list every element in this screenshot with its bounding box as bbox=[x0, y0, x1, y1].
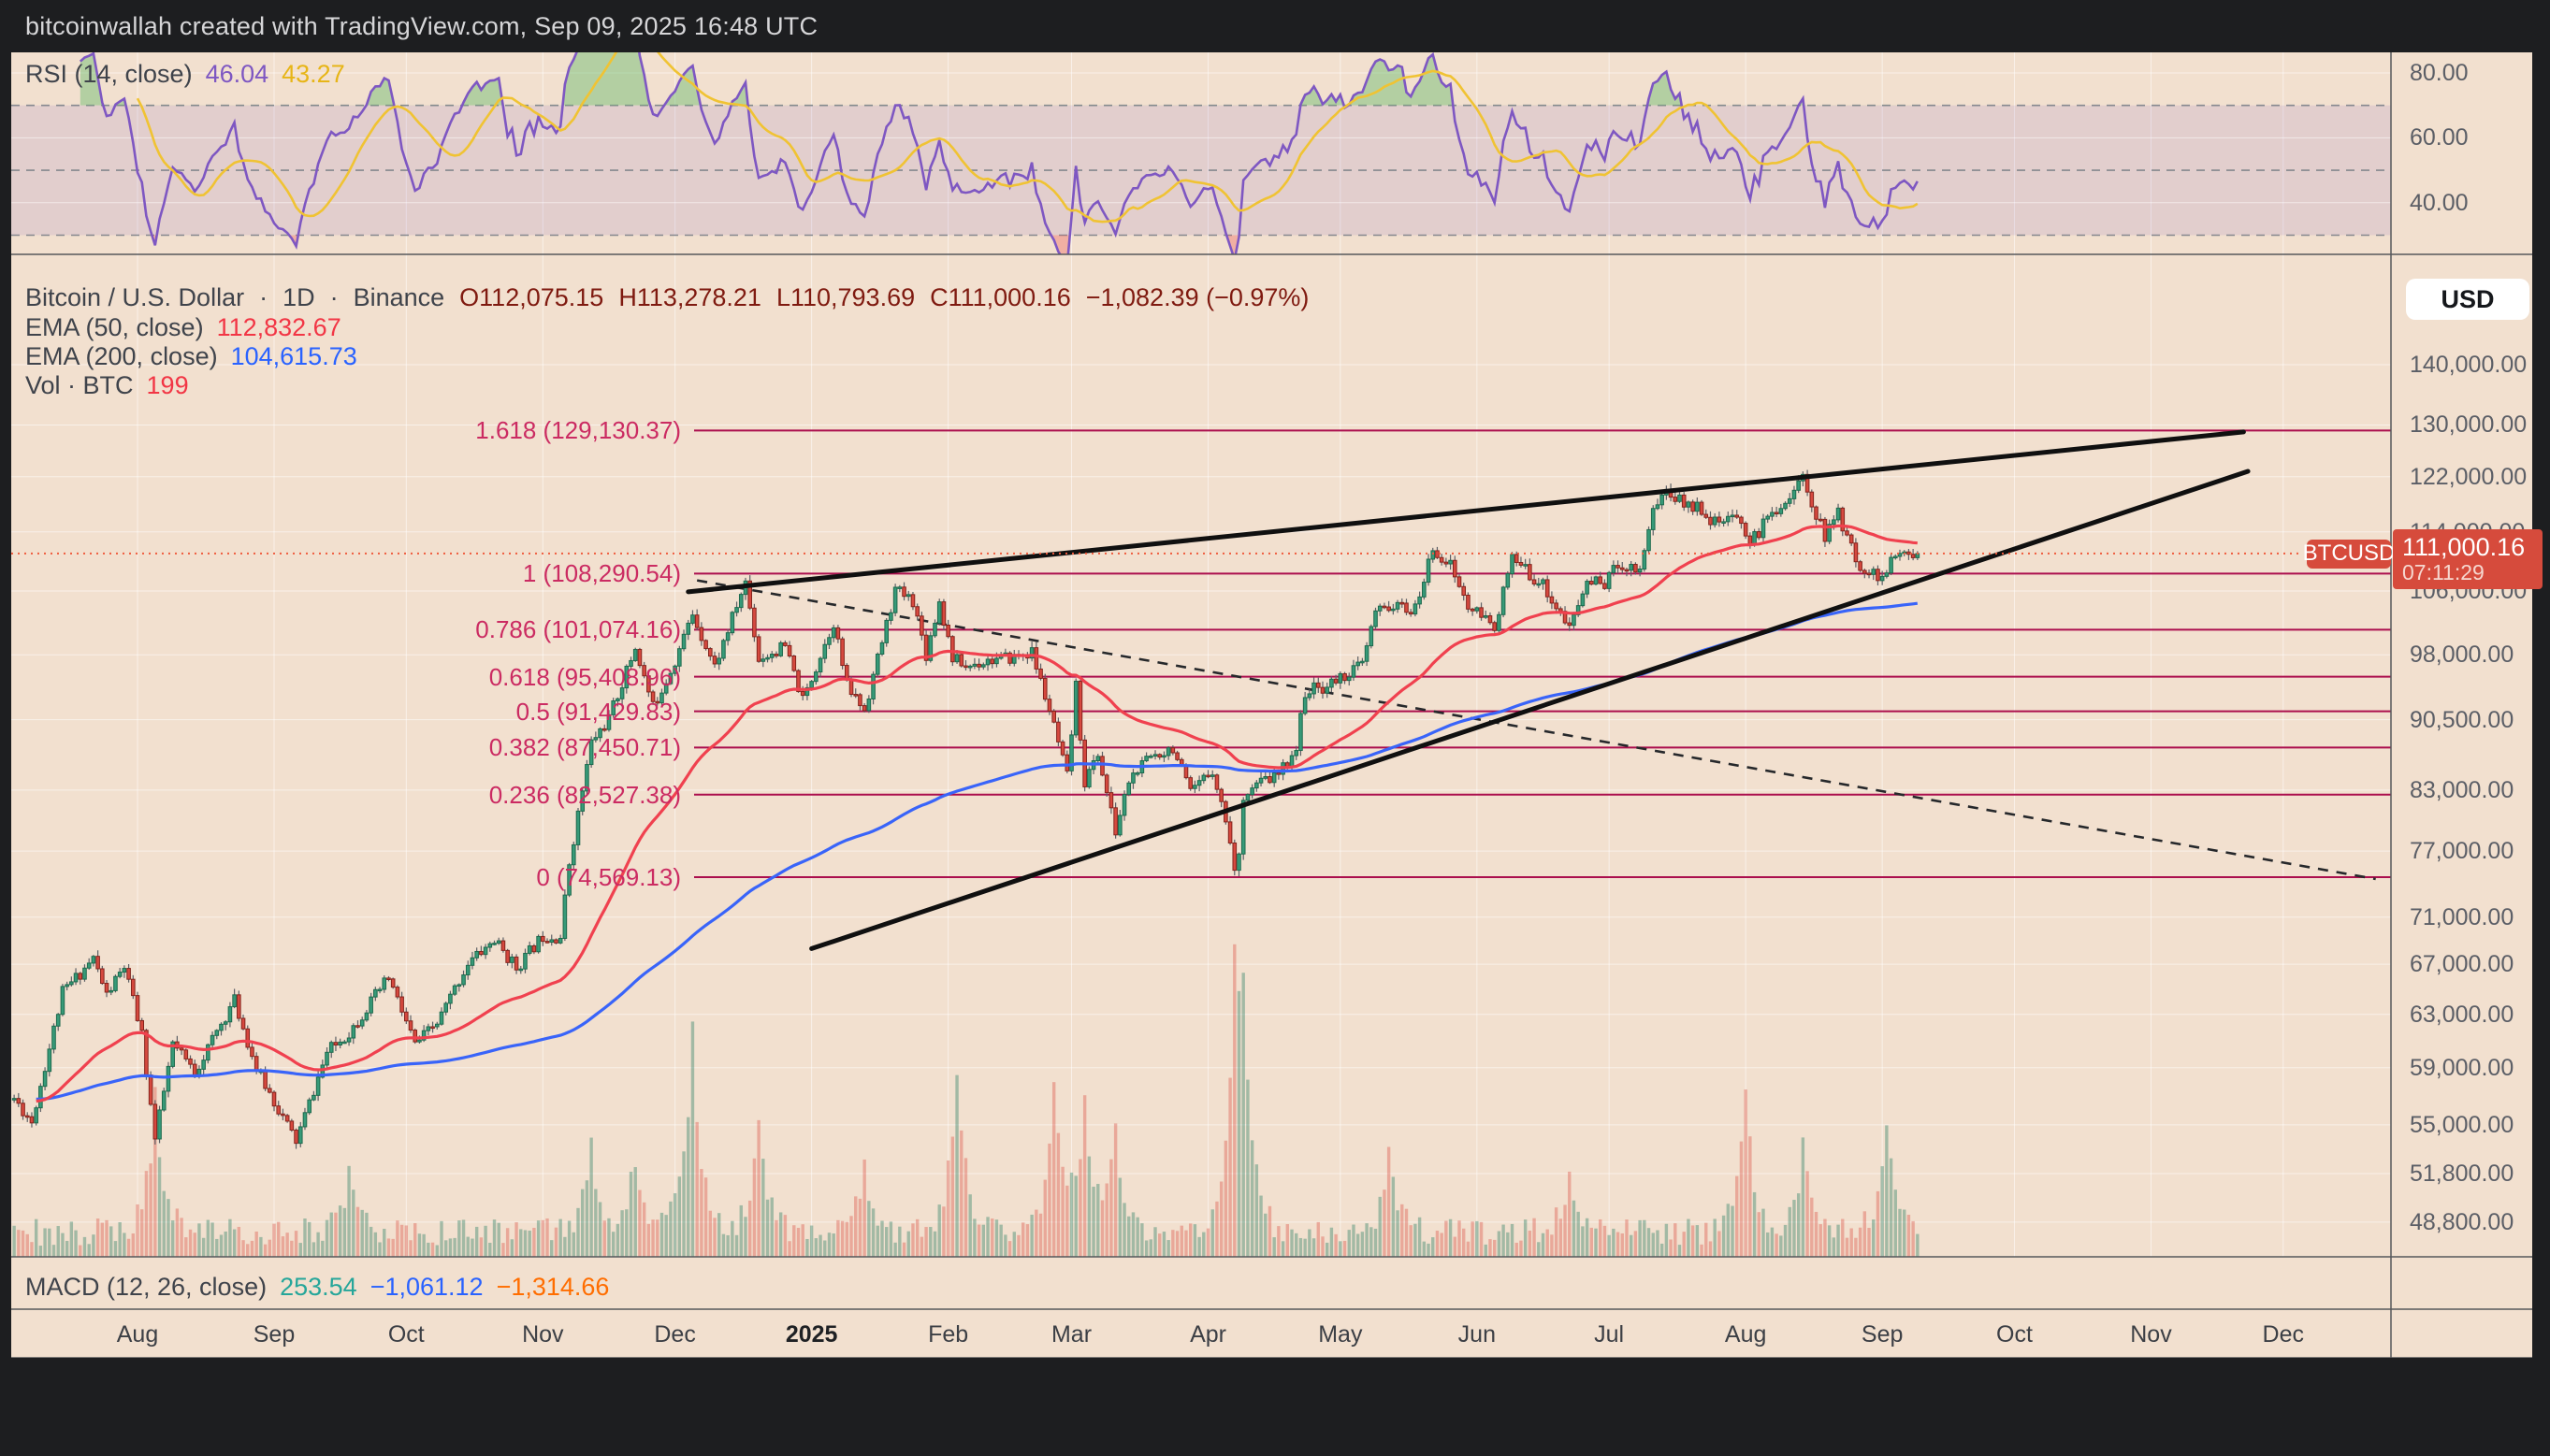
time-tick-label: May bbox=[1318, 1321, 1363, 1348]
last-price-label[interactable]: 111,000.16 07:11:29 bbox=[2393, 528, 2543, 589]
attribution-text: bitcoinwallah created with TradingView.c… bbox=[25, 11, 819, 40]
ticker-price-flag[interactable]: BTCUSD bbox=[2303, 539, 2395, 569]
ema50-value: 112,832.67 bbox=[216, 313, 341, 341]
symbol-interval: 1D bbox=[283, 283, 315, 311]
symbol-name: Bitcoin / U.S. Dollar bbox=[25, 283, 245, 311]
macd-label: MACD (12, 26, close) bbox=[25, 1272, 268, 1301]
ema50-legend[interactable]: EMA (50, close) 112,832.67 bbox=[25, 313, 341, 342]
volume-label: Vol · BTC bbox=[25, 371, 134, 399]
symbol-exchange: Binance bbox=[353, 283, 445, 311]
time-tick-label: Sep bbox=[253, 1321, 296, 1348]
symbol-sep1: · bbox=[259, 283, 268, 311]
time-tick-label: Dec bbox=[2262, 1321, 2304, 1348]
time-tick-label: Oct bbox=[1996, 1321, 2033, 1348]
price-tick-label: 122,000.00 bbox=[2410, 463, 2528, 490]
time-tick-label: Jun bbox=[1457, 1321, 1496, 1348]
rsi-tick-label: 80.00 bbox=[2410, 60, 2469, 86]
macd-hist-value: −1,314.66 bbox=[496, 1272, 610, 1301]
fib-level-label: 1.618 (129,130.37) bbox=[475, 416, 681, 445]
ticker-label: BTCUSD bbox=[2302, 541, 2396, 567]
price-tick-label: 59,000.00 bbox=[2410, 1054, 2514, 1081]
price-tick-label: 63,000.00 bbox=[2410, 1001, 2514, 1028]
symbol-sep2: · bbox=[329, 283, 339, 311]
time-tick-label: Dec bbox=[654, 1321, 696, 1348]
time-tick-label: Aug bbox=[116, 1321, 159, 1348]
ema200-value: 104,615.73 bbox=[230, 342, 357, 370]
ohlc-open: O112,075.15 bbox=[459, 283, 604, 311]
ohlc-high: H113,278.21 bbox=[618, 283, 761, 311]
ohlc-close: C111,000.16 bbox=[930, 283, 1071, 311]
macd-signal-value: −1,061.12 bbox=[369, 1272, 484, 1301]
price-tick-label: 48,800.00 bbox=[2410, 1208, 2514, 1235]
price-tick-label: 98,000.00 bbox=[2410, 642, 2514, 669]
symbol-legend[interactable]: Bitcoin / U.S. Dollar · 1D · Binance O11… bbox=[25, 283, 1311, 312]
price-tick-label: 67,000.00 bbox=[2410, 951, 2514, 978]
footer-bar: TradingView bbox=[0, 1358, 2550, 1456]
volume-value: 199 bbox=[146, 371, 189, 399]
fib-level-label: 0.236 (82,527.38) bbox=[488, 780, 681, 809]
price-tick-label: 51,800.00 bbox=[2410, 1160, 2514, 1187]
ohlc-low: L110,793.69 bbox=[775, 283, 916, 311]
rsi-tick-label: 40.00 bbox=[2410, 189, 2469, 216]
rsi-value: 46.04 bbox=[205, 60, 269, 88]
time-tick-label: Jul bbox=[1594, 1321, 1625, 1348]
currency-label: USD bbox=[2441, 284, 2495, 313]
price-tick-label: 90,500.00 bbox=[2410, 706, 2514, 733]
fib-level-label: 0.786 (101,074.16) bbox=[475, 615, 681, 644]
volume-legend[interactable]: Vol · BTC 199 bbox=[25, 371, 189, 400]
ema50-label: EMA (50, close) bbox=[25, 313, 204, 341]
fib-level-label: 0.618 (95,408.96) bbox=[488, 662, 681, 691]
time-tick-label: Sep bbox=[1861, 1321, 1904, 1348]
ema200-label: EMA (200, close) bbox=[25, 342, 218, 370]
time-tick-label: Nov bbox=[2130, 1321, 2172, 1348]
rsi-legend[interactable]: RSI (14, close) 46.04 43.27 bbox=[25, 60, 345, 89]
price-tick-label: 71,000.00 bbox=[2410, 903, 2514, 930]
price-tick-label: 83,000.00 bbox=[2410, 776, 2514, 803]
rsi-tick-label: 60.00 bbox=[2410, 124, 2469, 151]
time-tick-label: 2025 bbox=[785, 1321, 838, 1348]
price-tick-label: 55,000.00 bbox=[2410, 1111, 2514, 1138]
price-tick-label: 130,000.00 bbox=[2410, 411, 2528, 439]
ema200-legend[interactable]: EMA (200, close) 104,615.73 bbox=[25, 342, 357, 371]
macd-legend[interactable]: MACD (12, 26, close) 253.54 −1,061.12 −1… bbox=[25, 1264, 609, 1309]
fib-level-label: 0 (74,569.13) bbox=[536, 863, 681, 892]
fib-level-label: 0.382 (87,450.71) bbox=[488, 733, 681, 762]
bar-countdown: 07:11:29 bbox=[2402, 559, 2485, 584]
time-tick-label: Nov bbox=[522, 1321, 564, 1348]
ohlc-change: −1,082.39 (−0.97%) bbox=[1085, 283, 1310, 311]
time-tick-label: Mar bbox=[1050, 1321, 1093, 1348]
price-tick-label: 77,000.00 bbox=[2410, 838, 2514, 865]
time-tick-label: Feb bbox=[928, 1321, 969, 1348]
currency-toggle-button[interactable]: USD bbox=[2406, 279, 2529, 320]
price-tick-label: 140,000.00 bbox=[2410, 352, 2528, 378]
time-tick-label: Aug bbox=[1724, 1321, 1767, 1348]
time-tick-label: Apr bbox=[1190, 1321, 1226, 1348]
rsi-ma-value: 43.27 bbox=[282, 60, 345, 88]
macd-value: 253.54 bbox=[280, 1272, 357, 1301]
top-attribution-bar: bitcoinwallah created with TradingView.c… bbox=[0, 0, 2550, 52]
time-tick-label: Oct bbox=[387, 1321, 425, 1348]
fib-level-label: 0.5 (91,429.83) bbox=[515, 697, 681, 726]
rsi-legend-label: RSI (14, close) bbox=[25, 60, 193, 88]
fib-level-label: 1 (108,290.54) bbox=[522, 559, 681, 588]
last-price-value: 111,000.16 bbox=[2402, 532, 2526, 561]
